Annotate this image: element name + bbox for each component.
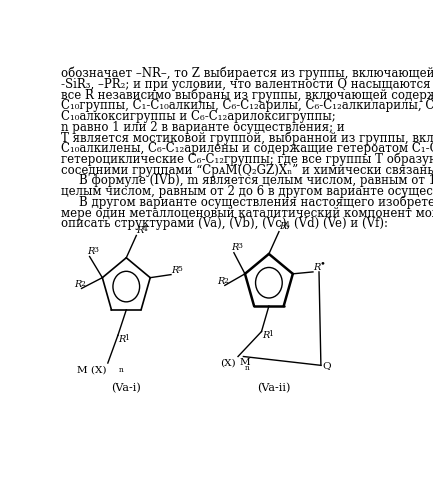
Text: (Va-i): (Va-i) [111,383,141,394]
Text: -SiR₃, –PR₂; и при условии, что валентности Q насыщаются с помощью Z; и где: -SiR₃, –PR₂; и при условии, что валентно… [61,77,433,90]
Text: 4: 4 [285,222,290,230]
Text: C₁₀группы, C₁-C₁₀алкилы, C₆-C₁₂арилы, C₆-C₁₂алкиларилы, C₁-: C₁₀группы, C₁-C₁₀алкилы, C₆-C₁₂арилы, C₆… [61,99,433,112]
Text: n: n [119,366,124,374]
Text: •: • [319,259,325,268]
Text: C₁₀алкилены, C₆-C₁₂арилены и содержащие гетероатом C₁-C₁₀группы, и: C₁₀алкилены, C₆-C₁₂арилены и содержащие … [61,142,433,155]
Text: 4: 4 [142,225,147,233]
Text: R: R [119,335,126,344]
Text: R: R [217,277,225,286]
Text: описать структурами (Va), (Vb), (Vc), (Vd) (Ve) и (Vf):: описать структурами (Va), (Vb), (Vc), (V… [61,218,388,231]
Text: T является мостиковой группой, выбранной из группы, включающей C₁-: T является мостиковой группой, выбранной… [61,131,433,145]
Text: n: n [245,364,249,372]
Text: В другом варианте осуществления настоящего изобретения по меньшей: В другом варианте осуществления настояще… [79,196,433,210]
Text: R: R [262,331,270,340]
Text: 2: 2 [80,279,85,287]
Text: гетероциклические C₆-C₁₂группы; где все группы T образуют мостики между: гетероциклические C₆-C₁₂группы; где все … [61,153,433,166]
Text: мере один металлоценовый каталитический компонент можно дополнительно: мере один металлоценовый каталитический … [61,207,433,220]
Text: R: R [136,226,144,235]
Text: R: R [171,265,178,274]
Text: 2: 2 [223,276,228,284]
Text: M: M [240,358,250,367]
Text: В формуле (IVb), m является целым числом, равным от 1 до 7; m является: В формуле (IVb), m является целым числом… [79,174,433,188]
Text: 3: 3 [237,243,242,250]
Text: 1: 1 [125,334,129,342]
Text: R: R [74,280,81,289]
Text: n равно 1 или 2 в варианте осуществления; и: n равно 1 или 2 в варианте осуществления… [61,121,345,134]
Text: M (X): M (X) [77,365,106,374]
Text: R: R [231,243,239,252]
Text: 1: 1 [268,330,273,338]
Text: соседними группами “CpᴀM(Q₂GZ)Xₙ” и химически связаны с группами Cpᴀ.: соседними группами “CpᴀM(Q₂GZ)Xₙ” и хими… [61,164,433,177]
Text: 3: 3 [93,246,98,254]
Text: все R независимо выбраны из группы, включающей содержащие гетероатом C₁-: все R независимо выбраны из группы, вклю… [61,88,433,102]
Text: (Va-ii): (Va-ii) [257,383,291,394]
Text: обозначает –NR–, то Z выбирается из группы, включающей –OR, –NR₂, –SR,: обозначает –NR–, то Z выбирается из груп… [61,67,433,80]
Text: 5: 5 [177,265,182,273]
Text: Q: Q [323,361,331,370]
Text: R: R [279,222,286,231]
Text: R: R [87,247,94,256]
Text: R: R [313,263,320,272]
Text: (X): (X) [220,358,236,367]
Text: целым числом, равным от 2 до 6 в другом варианте осуществления.: целым числом, равным от 2 до 6 в другом … [61,185,433,198]
Text: C₁₀алкоксигруппы и C₆-C₁₂арилоксигруппы;: C₁₀алкоксигруппы и C₆-C₁₂арилоксигруппы; [61,110,336,123]
